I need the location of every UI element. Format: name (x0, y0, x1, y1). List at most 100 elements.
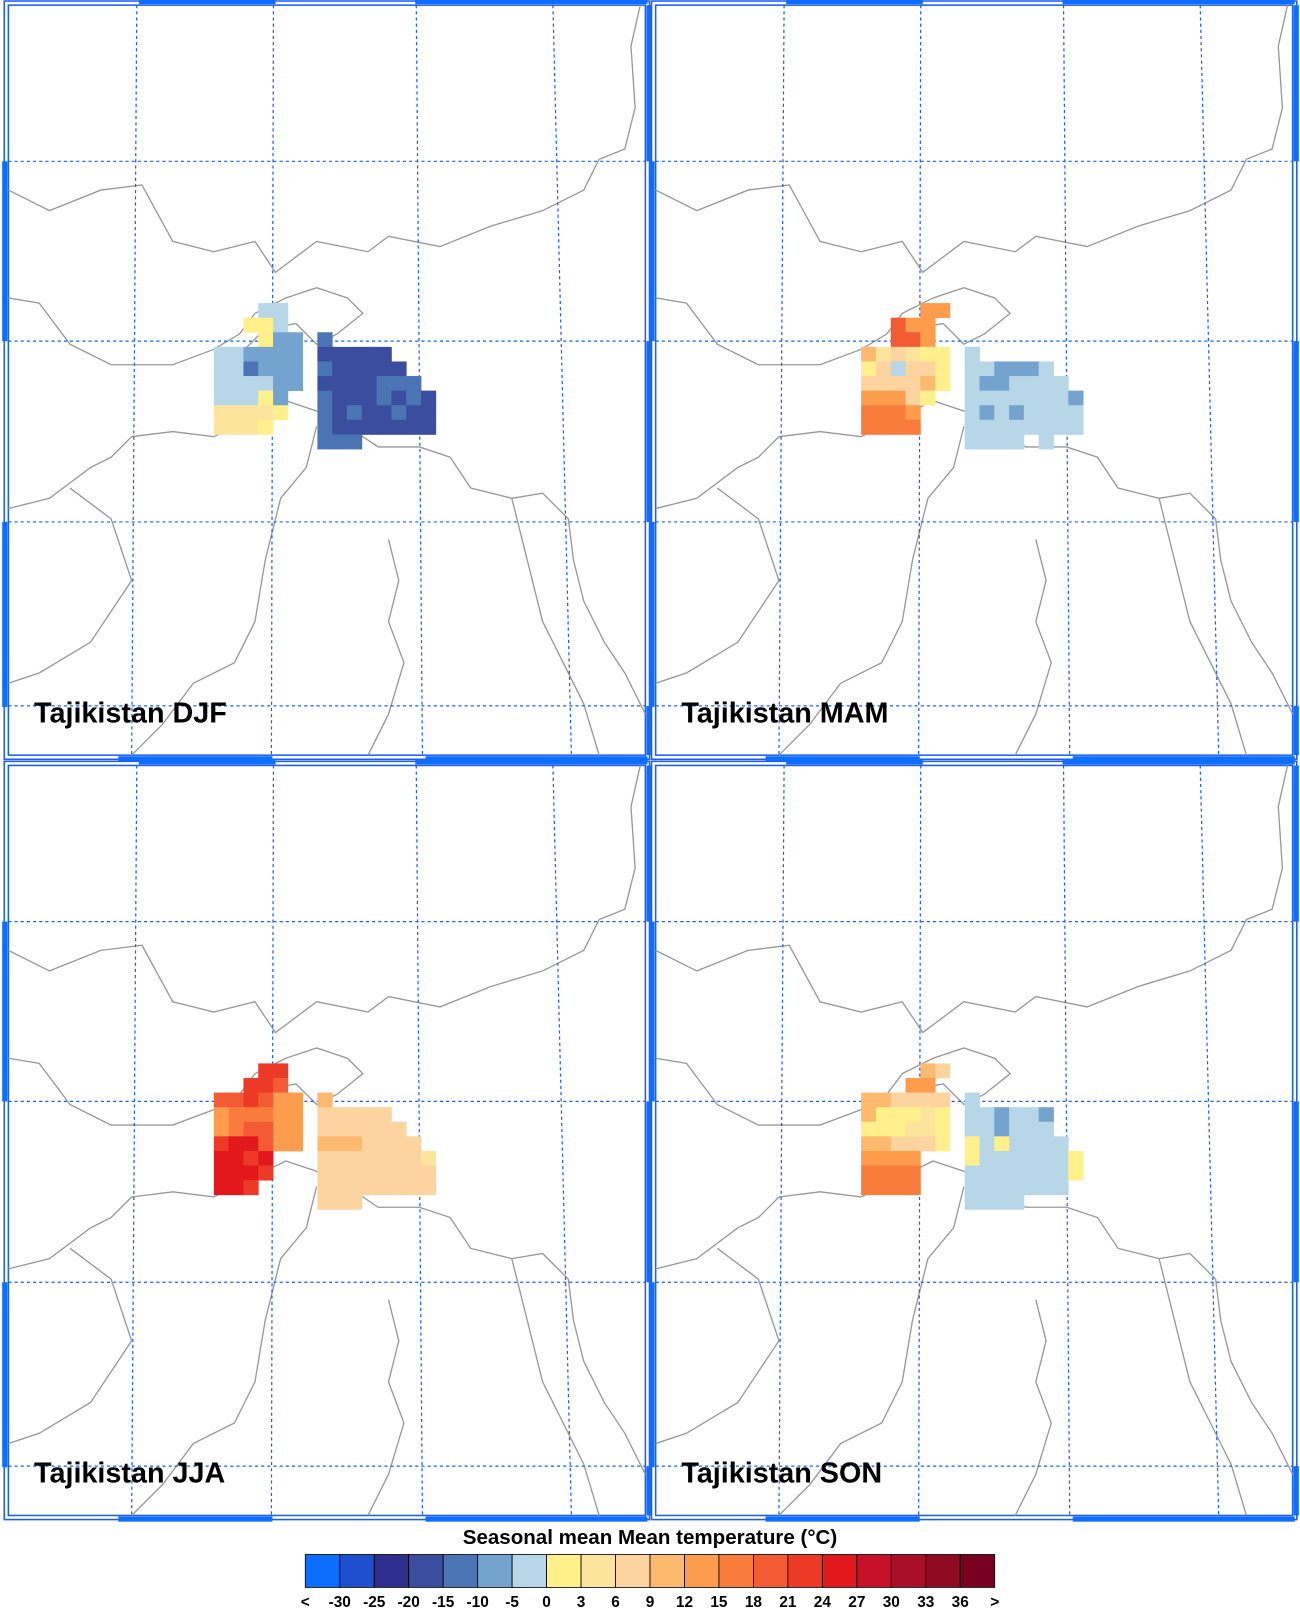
grid-cell (935, 346, 951, 362)
grid-cell (347, 1194, 363, 1210)
grid-cell (361, 376, 378, 392)
grid-cell (1038, 419, 1054, 435)
grid-cell (213, 1180, 230, 1196)
grid-cell (391, 361, 407, 377)
grid-cell (258, 1107, 274, 1123)
panel-title: Tajikistan SON (681, 1458, 882, 1490)
grid-cell (964, 1121, 980, 1137)
grid-cell (317, 1092, 333, 1108)
grid-cell (287, 1092, 304, 1108)
grid-cell (347, 1121, 363, 1137)
grid-cell (905, 1136, 921, 1152)
grid-cell (376, 361, 392, 377)
grid-cell (347, 361, 363, 377)
grid-cell (258, 317, 274, 333)
grid-cell (920, 390, 936, 406)
grid-cell (317, 1107, 333, 1123)
colorbar-box (821, 1554, 858, 1588)
colorbar-box (890, 1554, 927, 1588)
colorbar-label: 30 (883, 1594, 900, 1610)
grid-cell (1038, 376, 1054, 392)
grid-cell (905, 361, 921, 377)
grid-cell (935, 1092, 951, 1108)
grid-cell (273, 390, 289, 406)
grid-cell (332, 405, 348, 421)
grid-cell (979, 390, 995, 406)
grid-cell (1068, 419, 1084, 435)
grid-cell (1068, 1150, 1084, 1166)
grid-cell (287, 346, 304, 362)
grid-cell (1009, 361, 1025, 377)
grid-cell (347, 346, 363, 362)
grid-cell (920, 332, 936, 348)
grid-cell (213, 1107, 230, 1123)
grid-cell (905, 1121, 921, 1137)
grid-cell (258, 1077, 274, 1093)
grid-cell (1023, 1165, 1040, 1181)
grid-cell (273, 303, 289, 319)
grid-cell (406, 419, 422, 435)
grid-cell (979, 1136, 995, 1152)
grid-cell (979, 1107, 995, 1123)
grid-cell (994, 376, 1010, 392)
grid-cell (243, 317, 259, 333)
grid-cell (890, 332, 906, 348)
grid-cell (317, 346, 333, 362)
grid-cell (228, 1180, 244, 1196)
grid-cell (964, 1150, 980, 1166)
colorbar-box (615, 1554, 651, 1588)
grid-cell (420, 390, 437, 406)
grid-cell (228, 1092, 244, 1108)
grid-cell (273, 1077, 289, 1093)
grid-cell (1009, 1194, 1025, 1210)
grid-cell (273, 1092, 289, 1108)
grid-cell (1068, 1165, 1084, 1181)
colorbar-label: -30 (329, 1594, 351, 1610)
grid-cell (1038, 390, 1054, 406)
grid-cell (1038, 361, 1054, 377)
grid-cell (920, 346, 936, 362)
grid-cell (332, 361, 348, 377)
grid-cell (1038, 1136, 1054, 1152)
grid-cell (258, 346, 274, 362)
grid-cell (228, 419, 244, 435)
grid-cell (213, 1136, 230, 1152)
grid-cell (228, 405, 244, 421)
grid-cell (1053, 390, 1069, 406)
grid-cell (258, 332, 274, 348)
colorbar-label: 33 (917, 1594, 935, 1610)
grid-cell (875, 346, 892, 362)
grid-cell (979, 405, 995, 421)
grid-cell (420, 419, 437, 435)
grid-cell (258, 303, 274, 319)
grid-cell (964, 405, 980, 421)
colorbar-label: 21 (779, 1594, 797, 1610)
grid-cell (1009, 1107, 1025, 1123)
grid-cell (890, 346, 906, 362)
grid-cell (979, 419, 995, 435)
grid-cell (920, 376, 936, 392)
grid-cell (213, 361, 230, 377)
grid-cell (920, 1107, 936, 1123)
grid-cell (861, 346, 877, 362)
grid-cell (1009, 1180, 1025, 1196)
grid-cell (332, 376, 348, 392)
grid-cell (905, 332, 921, 348)
grid-cell (935, 1136, 951, 1152)
grid-cell (905, 346, 921, 362)
grid-cell (287, 1107, 304, 1123)
grid-cell (964, 1165, 980, 1181)
grid-cell (228, 1165, 244, 1181)
grid-cell (875, 1092, 892, 1108)
grid-cell (406, 376, 422, 392)
grid-cell (1009, 390, 1025, 406)
grid-cell (376, 1107, 392, 1123)
grid-cell (1009, 419, 1025, 435)
grid-cell (391, 1165, 407, 1181)
grid-cell (420, 405, 437, 421)
colorbar-box (684, 1554, 720, 1588)
grid-cell (994, 1194, 1010, 1210)
grid-cell (273, 1063, 289, 1079)
grid-cell (875, 1150, 892, 1166)
grid-cell (1009, 1150, 1025, 1166)
